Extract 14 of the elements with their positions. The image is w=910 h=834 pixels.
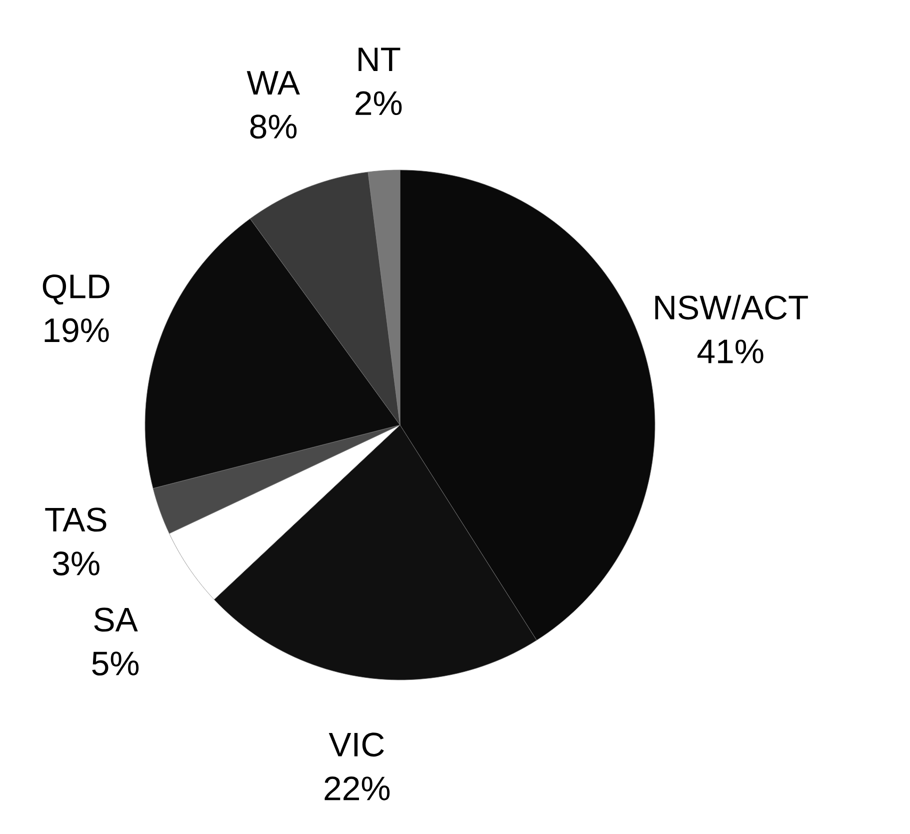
slice-label: NSW/ACT <box>655 294 808 320</box>
slice-label: VIC <box>328 732 384 757</box>
slice-label: QLD <box>42 274 110 305</box>
data-label: 19% <box>44 318 109 342</box>
slice-label: TAS <box>45 508 106 532</box>
data-label: 8% <box>250 114 297 139</box>
slice-label: SA <box>94 608 138 632</box>
slice-label: NT <box>358 48 400 72</box>
data-label: 22% <box>324 776 390 800</box>
data-label: 2% <box>356 91 402 116</box>
data-label: 5% <box>92 652 139 676</box>
data-label: 41% <box>697 340 764 364</box>
slice-label: WA <box>246 71 300 94</box>
data-label: 3% <box>52 552 100 576</box>
